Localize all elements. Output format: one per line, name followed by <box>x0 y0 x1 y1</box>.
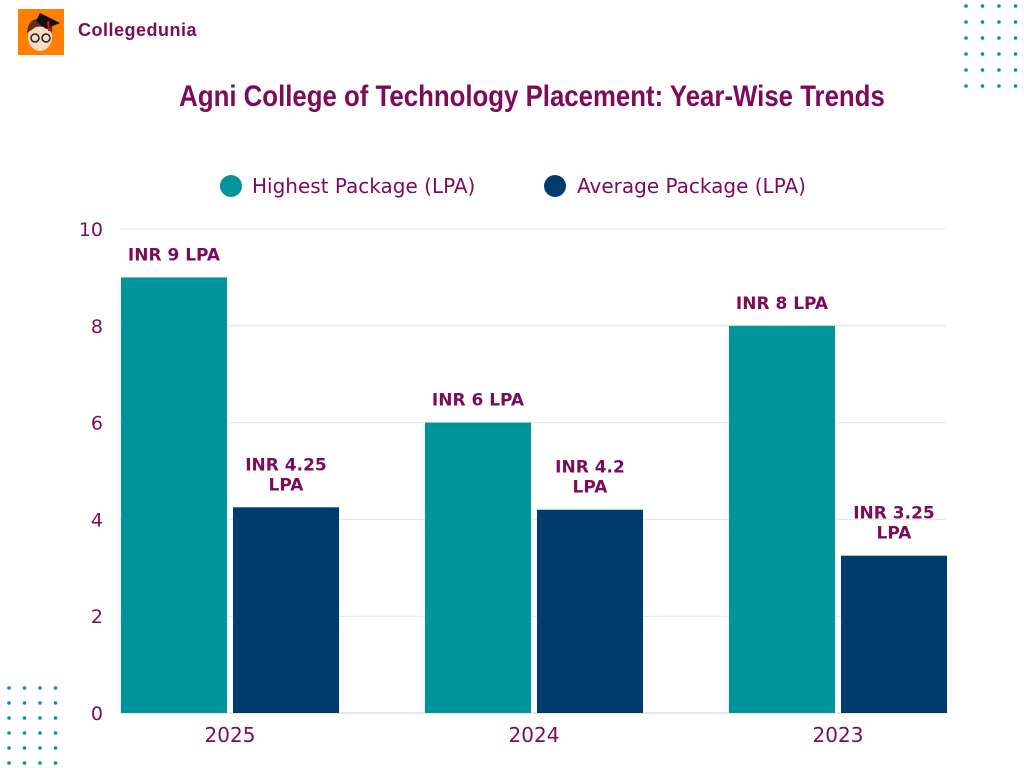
decor-dot <box>22 716 27 720</box>
data-label: LPA <box>573 478 609 498</box>
legend-label: Highest Package (LPA) <box>252 174 475 198</box>
decor-dot <box>53 701 58 705</box>
decor-dot <box>7 716 11 720</box>
decor-dot <box>964 36 968 40</box>
y-tick-label: 0 <box>91 703 103 725</box>
decor-dot <box>38 716 42 720</box>
decor-dot <box>53 746 58 750</box>
bar-highest-2024 <box>425 422 531 713</box>
data-label: INR 9 LPA <box>128 245 221 265</box>
decor-dot <box>38 761 42 765</box>
decor-dot <box>980 84 985 88</box>
decor-dot <box>980 4 985 8</box>
x-tick-label: 2025 <box>205 723 256 747</box>
decor-dot <box>22 761 27 765</box>
data-label: INR 3.25 <box>853 504 935 524</box>
x-tick-label: 2023 <box>813 723 864 747</box>
decor-dot <box>7 731 11 735</box>
decor-dot <box>7 746 11 750</box>
bar-highest-2025 <box>121 277 227 713</box>
decor-dot <box>38 746 42 750</box>
data-label: INR 4.2 <box>555 458 625 478</box>
decor-dot <box>22 731 27 735</box>
collegedunia-logo <box>18 9 64 55</box>
decor-dot <box>964 84 968 88</box>
decor-dot <box>53 731 58 735</box>
brand-name: Collegedunia <box>78 20 198 40</box>
legend-label: Average Package (LPA) <box>577 174 806 198</box>
bar-average-2025 <box>233 507 339 713</box>
chart-title: Agni College of Technology Placement: Ye… <box>179 80 885 113</box>
data-label: INR 8 LPA <box>736 294 829 314</box>
decor-dot <box>997 52 1001 56</box>
bar-average-2023 <box>841 555 947 713</box>
decor-dot <box>1013 84 1018 88</box>
decor-dot <box>38 701 42 705</box>
decor-dot <box>53 716 58 720</box>
decor-dot <box>980 36 985 40</box>
data-label: INR 4.25 <box>245 455 327 475</box>
decor-dot <box>997 68 1001 72</box>
decor-dot <box>997 20 1001 24</box>
decor-dot <box>38 731 42 735</box>
decor-dot <box>1013 52 1018 56</box>
decor-dot <box>980 20 985 24</box>
bar-highest-2023 <box>729 325 835 713</box>
data-label: LPA <box>269 475 305 495</box>
bar-average-2024 <box>537 509 643 713</box>
decor-dot <box>38 686 42 690</box>
decor-dot <box>22 701 27 705</box>
decor-dot <box>53 761 58 765</box>
x-tick-label: 2024 <box>509 723 560 747</box>
decor-dot <box>7 761 11 765</box>
decor-dot <box>22 686 27 690</box>
y-tick-label: 8 <box>91 316 103 338</box>
data-label: INR 6 LPA <box>432 391 525 411</box>
decor-dot <box>997 36 1001 40</box>
student-cartoon-icon <box>27 13 60 51</box>
y-tick-label: 2 <box>91 606 103 628</box>
decor-dot <box>1013 36 1018 40</box>
decor-dot <box>964 68 968 72</box>
y-tick-label: 10 <box>79 219 103 241</box>
decor-dot <box>980 52 985 56</box>
data-label: LPA <box>877 524 913 544</box>
decor-dot <box>964 20 968 24</box>
decor-dot <box>997 4 1001 8</box>
decor-dot <box>1013 68 1018 72</box>
decor-dot <box>1013 4 1018 8</box>
legend-swatch <box>544 175 566 197</box>
decor-dot <box>964 4 968 8</box>
decor-dot <box>1013 20 1018 24</box>
decor-dot <box>980 68 985 72</box>
decor-dot <box>7 686 11 690</box>
y-tick-label: 6 <box>91 413 103 435</box>
decor-dot <box>964 52 968 56</box>
decor-dot <box>53 686 58 690</box>
y-tick-label: 4 <box>91 509 103 531</box>
decor-dot <box>7 701 11 705</box>
decor-dot <box>997 84 1001 88</box>
decor-dot <box>22 746 27 750</box>
legend-swatch <box>220 175 242 197</box>
